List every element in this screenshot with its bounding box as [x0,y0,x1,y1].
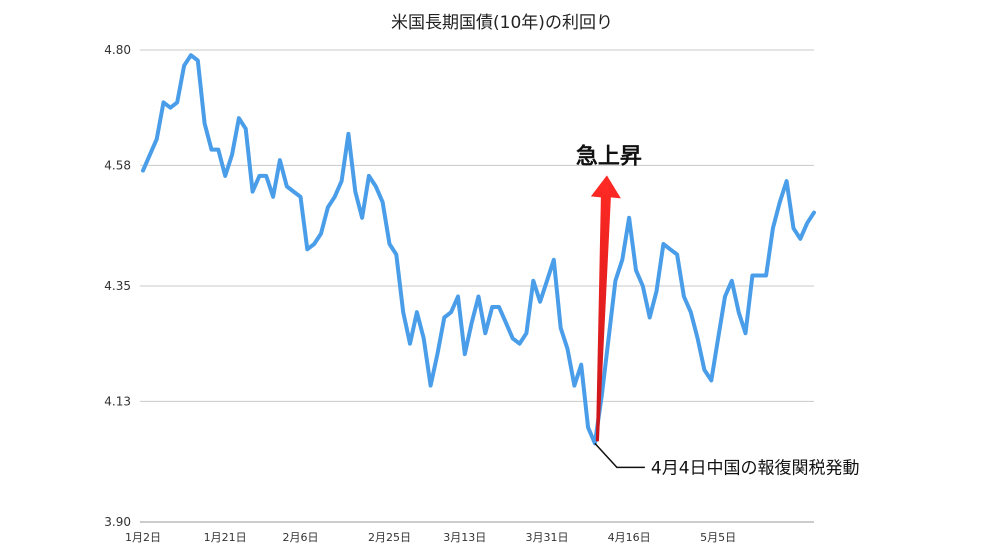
grid-lines [140,49,814,523]
x-tick-label: 2月6日 [282,531,318,544]
x-tick-label: 4月16日 [608,531,651,544]
x-tick-label: 1月21日 [204,531,247,544]
series-line [141,53,816,446]
event-leader-line [594,442,645,469]
x-tick-label: 2月25日 [368,531,411,544]
x-axis-ticks: 1月2日 1月21日 2月6日 2月25日 3月13日 3月31日 4月16日 5月5日 [125,531,736,544]
y-axis-ticks: 4.80 4.58 4.35 4.13 3.90 [104,43,131,529]
y-tick-label: 3.90 [104,515,131,529]
surge-label: 急上昇 [576,143,642,169]
x-tick-label: 3月31日 [525,531,568,544]
event-label: 4月4日中国の報復関税発動 [651,458,860,478]
x-tick-label: 3月13日 [443,531,486,544]
y-tick-label: 4.13 [104,394,131,408]
surge-arrow [590,175,621,442]
x-tick-label: 1月2日 [125,531,161,544]
y-tick-label: 4.80 [104,43,131,57]
series-layer [141,53,816,446]
annotation-layer: 急上昇 4月4日中国の報復関税発動 [576,143,860,478]
chart-title: 米国長期国債(10年)の利回り [391,13,613,33]
x-tick-label: 5月5日 [700,531,736,544]
y-tick-label: 4.35 [104,279,131,293]
y-tick-label: 4.58 [104,158,131,172]
